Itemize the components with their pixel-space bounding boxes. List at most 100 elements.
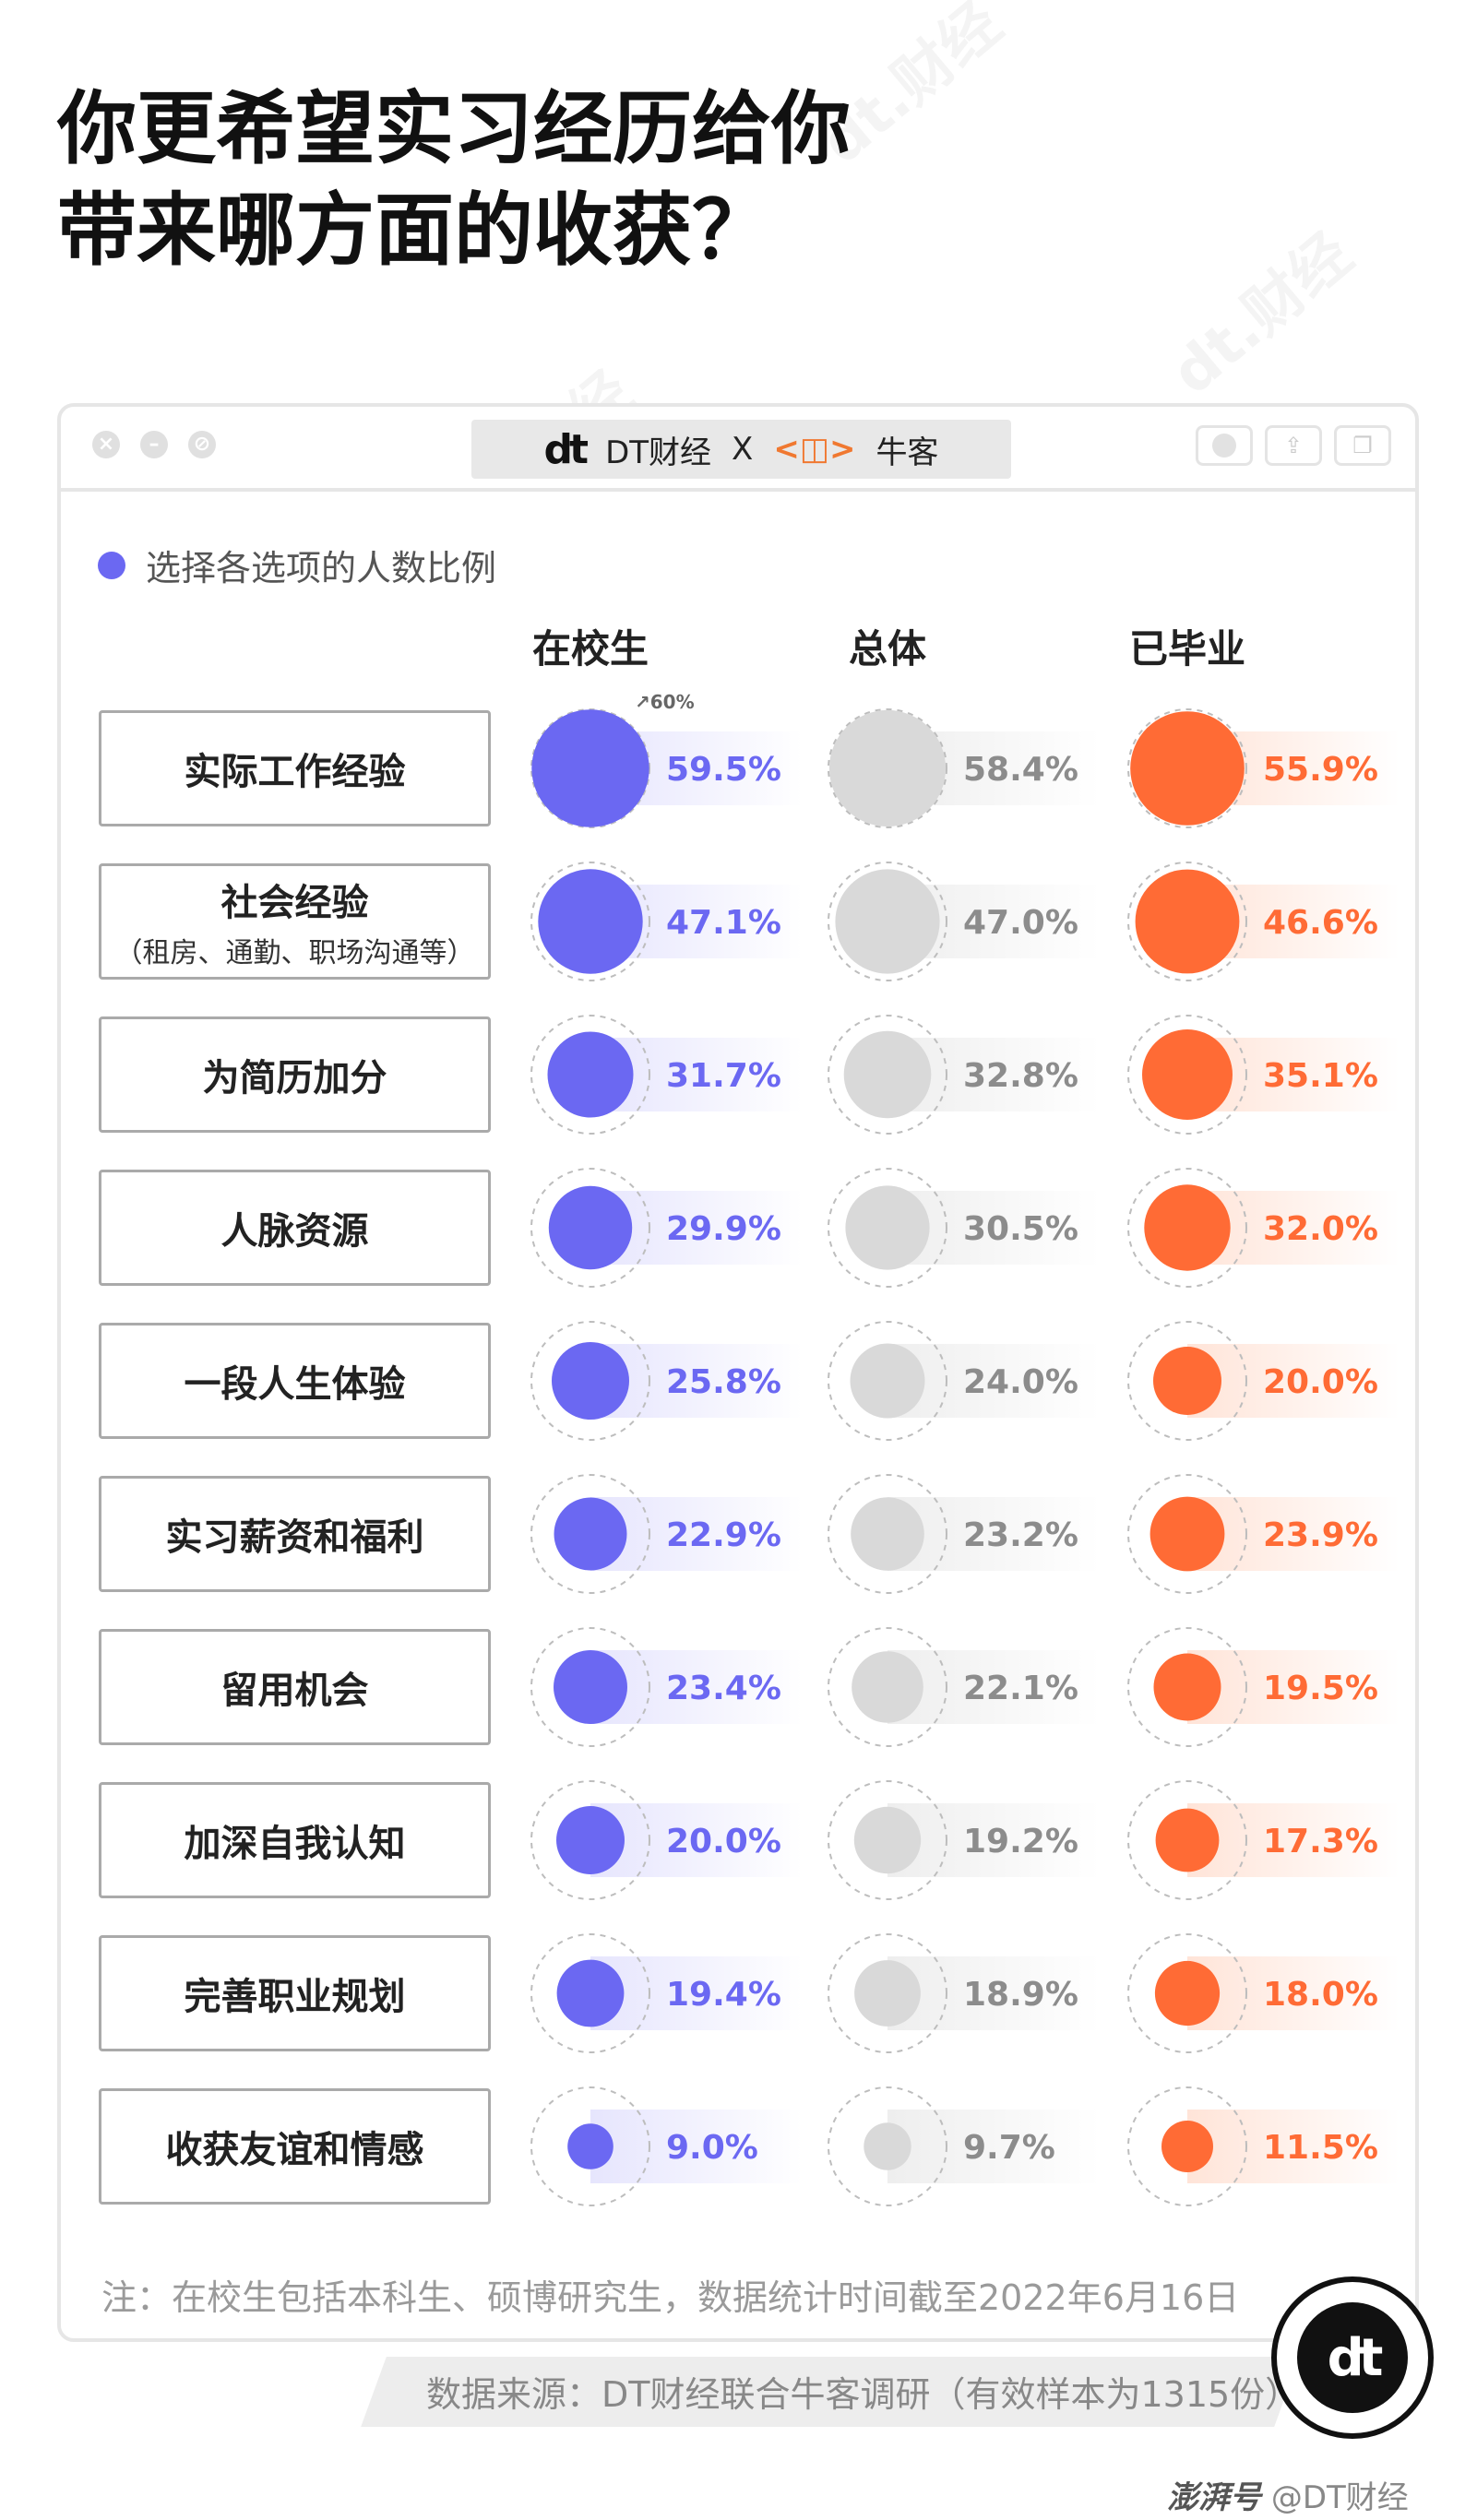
max-ring [530,1015,650,1135]
column-header-student: 在校生 [531,626,649,672]
bubble-mark [547,1031,634,1118]
category-label: 人脉资源 [220,1210,369,1253]
category-label: 实习薪资和福利 [165,1516,424,1559]
bubble-mark [552,1342,629,1420]
value-label: 31.7% [666,1057,781,1095]
bubble-mark [852,1651,923,1723]
max-annotation: ↗60% [635,691,695,713]
window-titlebar: × – ⊘ dt DT财经 X <◫> 牛客 ⇪ ❐ [61,407,1415,492]
value-label: 59.5% [666,751,781,789]
max-ring [1127,862,1247,981]
bubble-mark [531,709,649,827]
column-header-overall: 总体 [848,626,927,672]
value-label: 23.9% [1263,1516,1378,1554]
bubble-mark [1154,1960,1221,2027]
bubble-mark [1155,1808,1220,1872]
max-ring [828,1627,947,1747]
block-icon[interactable]: ⊘ [188,431,216,458]
legend-label: 选择各选项的人数比例 [146,548,497,588]
dt-badge: dt [1271,2276,1434,2439]
max-ring [828,862,947,981]
bubble-mark [854,1960,921,2027]
max-ring [828,1933,947,2053]
max-ring [530,708,650,828]
footer-platform: 澎湃号 [1167,2479,1261,2516]
bubble-mark [850,1343,925,1419]
max-ring [828,1168,947,1288]
brand-pill: dt DT财经 X <◫> 牛客 [471,420,1011,479]
category-box: 留用机会 [99,1629,491,1745]
max-ring [1127,2086,1247,2206]
value-label: 22.9% [666,1516,781,1554]
max-ring [828,2086,947,2206]
category-box: 实习薪资和福利 [99,1476,491,1592]
bubble-mark [556,1806,625,1874]
bubble-mark [843,1030,932,1119]
max-ring [530,862,650,981]
bubble-mark [1142,1029,1233,1120]
value-label: 55.9% [1263,751,1378,789]
bubble-mark [554,1497,627,1571]
value-label: 29.9% [666,1210,781,1248]
row-band [1187,1344,1400,1418]
category-label: 加深自我认知 [184,1823,406,1865]
max-ring [530,1780,650,1900]
row-band [887,1956,1100,2030]
max-ring [1127,1627,1247,1747]
copy-button[interactable]: ❐ [1334,425,1391,466]
max-ring [530,1627,650,1747]
column-header-graduate: 已毕业 [1128,626,1246,672]
category-sublabel: （租房、通勤、职场沟通等） [114,937,475,969]
category-label: 实际工作经验 [184,751,406,793]
max-ring [828,1474,947,1594]
value-label: 35.1% [1263,1057,1378,1095]
minimize-icon[interactable]: – [140,431,168,458]
bubble-mark [538,869,643,974]
legend: 选择各选项的人数比例 [98,540,496,590]
category-box: 实际工作经验 [99,710,491,826]
bubble-mark [828,709,947,827]
share-button[interactable]: ⇪ [1265,425,1322,466]
footer-account: @DT财经 [1270,2479,1409,2516]
dt-logo-icon: dt [543,425,589,473]
value-label: 23.2% [963,1516,1078,1554]
bubble-mark [864,2122,911,2170]
copy-icon: ❐ [1352,433,1373,458]
bubble-mark [1161,2121,1213,2172]
max-ring [1127,1321,1247,1441]
category-label: 为简历加分 [202,1057,387,1100]
max-ring [1127,1168,1247,1288]
value-label: 46.6% [1263,904,1378,942]
category-label: 社会经验 [220,882,369,924]
bubble-mark [548,1185,633,1270]
value-label: 30.5% [963,1210,1078,1248]
bubble-mark [1144,1184,1231,1271]
category-box: 社会经验 （租房、通勤、职场沟通等） [99,863,491,980]
value-label: 22.1% [963,1670,1078,1707]
bubble-mark [1153,1653,1221,1721]
share-icon: ⇪ [1283,433,1304,458]
value-label: 24.0% [963,1363,1078,1401]
record-button[interactable] [1196,425,1253,466]
brand-right: 牛客 [875,434,939,471]
max-ring [530,2086,650,2206]
value-label: 11.5% [1263,2129,1378,2167]
title-line-1: 你更希望实习经历给你 [57,83,851,175]
row-band [590,1803,803,1877]
category-box: 加深自我认知 [99,1782,491,1898]
bubble-mark [845,1185,930,1270]
value-label: 25.8% [666,1363,781,1401]
category-box: 收获友谊和情感 [99,2088,491,2205]
max-ring [530,1474,650,1594]
value-label: 20.0% [1263,1363,1378,1401]
value-label: 18.0% [1263,1976,1378,2014]
bubble-mark [1135,869,1240,974]
title-line-2: 带来哪方面的收获？ [57,184,771,277]
bubble-mark [1153,1347,1221,1415]
max-ring [828,1015,947,1135]
bubble-mark [567,2123,613,2169]
value-label: 9.7% [963,2129,1055,2167]
max-ring [828,708,947,828]
close-icon[interactable]: × [92,431,120,458]
